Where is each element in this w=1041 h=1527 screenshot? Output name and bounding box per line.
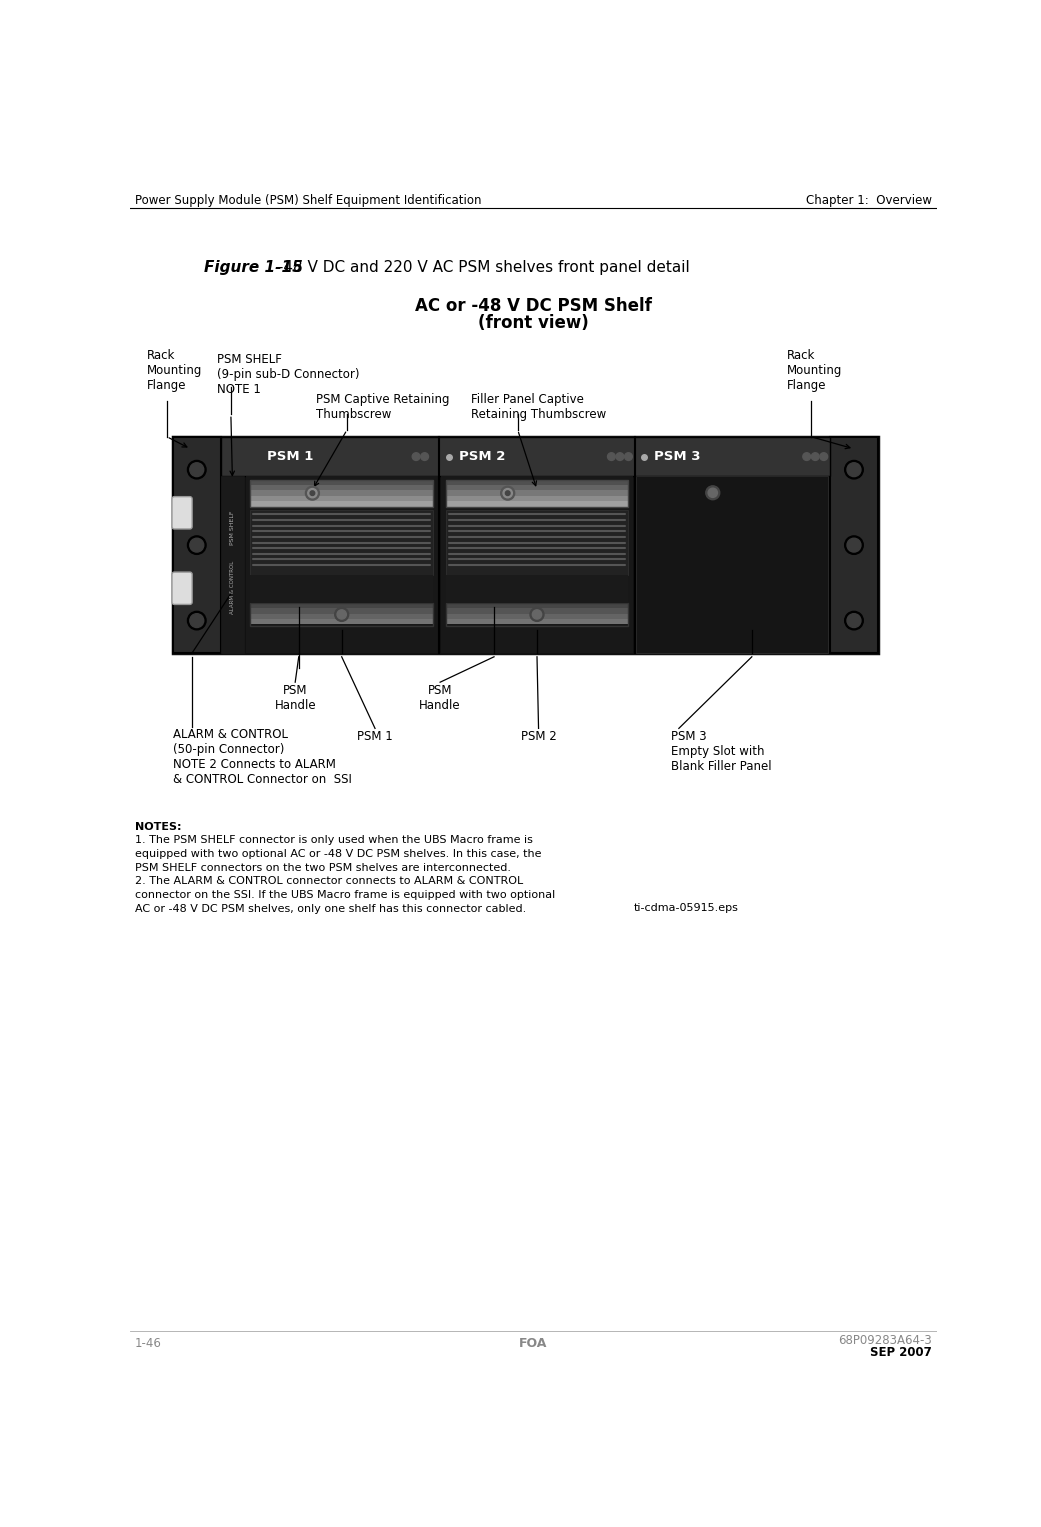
Text: ALARM & CONTROL: ALARM & CONTROL xyxy=(230,560,235,614)
Circle shape xyxy=(844,536,863,554)
Text: PSM
Handle: PSM Handle xyxy=(275,684,316,712)
Circle shape xyxy=(844,611,863,629)
Bar xyxy=(446,608,629,614)
Circle shape xyxy=(187,536,206,554)
Bar xyxy=(446,603,629,608)
Bar xyxy=(250,603,433,608)
Circle shape xyxy=(847,614,861,628)
Bar xyxy=(446,574,629,603)
Circle shape xyxy=(187,611,206,629)
Text: AC or -48 V DC PSM Shelf: AC or -48 V DC PSM Shelf xyxy=(414,298,652,315)
Bar xyxy=(250,614,433,618)
Circle shape xyxy=(310,490,314,495)
Text: ti-cdma-05915.eps: ti-cdma-05915.eps xyxy=(634,902,739,913)
Text: PSM 3
Empty Slot with
Blank Filler Panel: PSM 3 Empty Slot with Blank Filler Panel xyxy=(671,730,771,773)
Circle shape xyxy=(421,452,429,461)
Circle shape xyxy=(608,452,615,461)
Text: 1. The PSM SHELF connector is only used when the UBS Macro frame is
equipped wit: 1. The PSM SHELF connector is only used … xyxy=(134,835,541,873)
Text: Power Supply Module (PSM) Shelf Equipment Identification: Power Supply Module (PSM) Shelf Equipmen… xyxy=(134,194,481,208)
Circle shape xyxy=(505,490,510,495)
Circle shape xyxy=(305,486,320,501)
Circle shape xyxy=(625,452,632,461)
Bar xyxy=(250,490,433,496)
Circle shape xyxy=(706,486,719,499)
Bar xyxy=(446,603,629,626)
Circle shape xyxy=(811,452,819,461)
Bar xyxy=(250,603,433,626)
FancyBboxPatch shape xyxy=(172,496,193,528)
Text: SEP 2007: SEP 2007 xyxy=(870,1345,933,1359)
Bar xyxy=(173,437,221,654)
Circle shape xyxy=(844,461,863,479)
Circle shape xyxy=(308,489,318,498)
Text: PSM 2: PSM 2 xyxy=(520,730,557,744)
Text: PSM 1: PSM 1 xyxy=(357,730,392,744)
Bar xyxy=(250,496,433,501)
Circle shape xyxy=(189,538,204,553)
Text: Filler Panel Captive
Retaining Thumbscrew: Filler Panel Captive Retaining Thumbscre… xyxy=(472,392,606,420)
Text: PSM 2: PSM 2 xyxy=(459,450,505,463)
Bar xyxy=(221,437,830,476)
Circle shape xyxy=(708,489,717,498)
Text: 1-46: 1-46 xyxy=(134,1336,161,1350)
Bar xyxy=(446,501,629,507)
Bar xyxy=(246,476,438,654)
Circle shape xyxy=(337,609,347,618)
Circle shape xyxy=(412,452,420,461)
Bar xyxy=(221,476,244,654)
Bar xyxy=(636,476,829,654)
Bar xyxy=(830,437,878,654)
Circle shape xyxy=(189,614,204,628)
Text: (front view): (front view) xyxy=(478,315,588,333)
Circle shape xyxy=(335,608,349,621)
Bar xyxy=(250,501,433,507)
Text: Rack
Mounting
Flange: Rack Mounting Flange xyxy=(147,348,203,392)
Circle shape xyxy=(820,452,828,461)
Text: Chapter 1:  Overview: Chapter 1: Overview xyxy=(806,194,933,208)
Circle shape xyxy=(847,538,861,553)
Text: Figure 1-15: Figure 1-15 xyxy=(204,260,303,275)
Circle shape xyxy=(501,486,514,501)
Bar xyxy=(446,490,629,496)
Text: –48 V DC and 220 V AC PSM shelves front panel detail: –48 V DC and 220 V AC PSM shelves front … xyxy=(265,260,689,275)
Bar xyxy=(446,618,629,625)
Circle shape xyxy=(530,608,544,621)
FancyBboxPatch shape xyxy=(172,573,193,605)
Bar xyxy=(446,496,629,501)
Text: PSM SHELF: PSM SHELF xyxy=(230,510,235,545)
Text: Rack
Mounting
Flange: Rack Mounting Flange xyxy=(787,348,843,392)
Bar xyxy=(173,437,878,654)
Text: NOTES:: NOTES: xyxy=(134,823,181,832)
Circle shape xyxy=(503,489,512,498)
Bar xyxy=(250,608,433,614)
Bar xyxy=(446,614,629,618)
Circle shape xyxy=(187,461,206,479)
Text: PSM SHELF
(9-pin sub-D Connector)
NOTE 1: PSM SHELF (9-pin sub-D Connector) NOTE 1 xyxy=(217,353,359,395)
Text: 68P09283A64-3: 68P09283A64-3 xyxy=(838,1333,933,1347)
Text: PSM
Handle: PSM Handle xyxy=(420,684,461,712)
Circle shape xyxy=(616,452,624,461)
Bar xyxy=(250,618,433,625)
Text: PSM 3: PSM 3 xyxy=(654,450,701,463)
Bar xyxy=(446,479,629,507)
Bar xyxy=(250,486,433,490)
Text: 2. The ALARM & CONTROL connector connects to ALARM & CONTROL
connector on the SS: 2. The ALARM & CONTROL connector connect… xyxy=(134,876,555,915)
Bar xyxy=(446,486,629,490)
Bar xyxy=(250,510,433,574)
Text: ALARM & CONTROL
(50-pin Connector)
NOTE 2 Connects to ALARM
& CONTROL Connector : ALARM & CONTROL (50-pin Connector) NOTE … xyxy=(173,728,352,786)
Bar xyxy=(446,510,629,574)
Bar xyxy=(250,574,433,603)
Text: PSM 1: PSM 1 xyxy=(268,450,313,463)
Bar xyxy=(446,479,629,486)
Bar xyxy=(441,476,633,654)
Circle shape xyxy=(803,452,811,461)
Text: PSM Captive Retaining
Thumbscrew: PSM Captive Retaining Thumbscrew xyxy=(316,392,450,420)
Bar xyxy=(250,479,433,507)
Circle shape xyxy=(532,609,541,618)
Text: FOA: FOA xyxy=(518,1336,548,1350)
Circle shape xyxy=(847,463,861,476)
Bar xyxy=(250,479,433,486)
Circle shape xyxy=(189,463,204,476)
